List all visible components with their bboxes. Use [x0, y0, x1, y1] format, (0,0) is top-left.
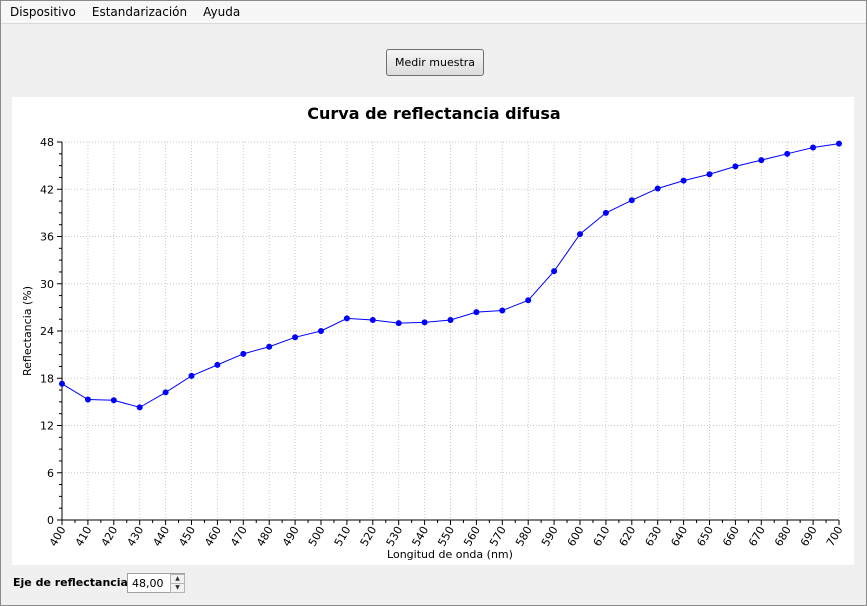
x-tick-label: 650	[694, 524, 716, 549]
x-tick-label: 440	[150, 524, 172, 549]
data-point	[240, 350, 247, 357]
x-tick-label: 590	[539, 524, 561, 549]
data-point	[110, 397, 117, 404]
menu-ayuda[interactable]: Ayuda	[203, 5, 241, 19]
x-tick-label: 600	[565, 524, 587, 549]
menu-bar: Dispositivo Estandarización Ayuda	[1, 1, 866, 24]
x-tick-label: 530	[384, 524, 406, 549]
x-tick-label: 450	[176, 524, 198, 549]
x-tick-label: 630	[643, 524, 665, 549]
data-point	[214, 361, 221, 368]
chart-x-axis-label: Longitud de onda (nm)	[387, 548, 513, 561]
x-tick-label: 420	[99, 524, 121, 549]
data-point	[136, 404, 143, 411]
x-tick-label: 640	[668, 524, 690, 549]
x-tick-label: 620	[617, 524, 639, 549]
data-point	[318, 328, 324, 334]
chart-canvas: Curva de reflectancia difusa Reflectanci…	[21, 104, 846, 561]
data-point	[395, 320, 402, 327]
x-tick-label: 690	[798, 524, 820, 549]
y-tick-label: 30	[40, 278, 54, 291]
y-tick-label: 0	[47, 514, 54, 527]
x-tick-label: 480	[254, 524, 276, 549]
data-point	[266, 343, 273, 350]
x-tick-label: 400	[47, 524, 69, 549]
x-tick-label: 490	[280, 524, 302, 549]
data-point	[84, 396, 91, 403]
x-tick-label: 430	[125, 524, 147, 549]
data-point	[654, 185, 661, 192]
x-tick-label: 580	[513, 524, 535, 549]
data-point	[551, 268, 558, 275]
data-point	[369, 316, 376, 323]
y-tick-label: 36	[40, 231, 54, 244]
data-point	[836, 140, 842, 147]
chart-y-axis-label: Reflectancia (%)	[21, 286, 34, 376]
x-tick-label: 560	[461, 524, 483, 549]
x-tick-label: 660	[720, 524, 742, 549]
measure-sample-button[interactable]: Medir muestra	[386, 49, 484, 76]
data-point	[292, 334, 299, 341]
data-point	[680, 177, 687, 184]
reflectance-axis-spinbox[interactable]: ▲ ▼	[127, 573, 185, 593]
reflectance-axis-label: Eje de reflectancia:	[13, 576, 133, 589]
x-tick-label: 460	[202, 524, 224, 549]
data-point	[758, 157, 765, 164]
x-tick-label: 500	[306, 524, 328, 549]
spin-down-icon[interactable]: ▼	[170, 583, 185, 593]
data-point	[732, 163, 739, 170]
data-point	[447, 316, 454, 323]
data-point	[473, 309, 480, 316]
x-tick-label: 610	[591, 524, 613, 549]
data-point	[602, 209, 609, 216]
y-tick-label: 24	[40, 325, 54, 338]
menu-estandarizacion[interactable]: Estandarización	[91, 5, 188, 19]
x-tick-label: 520	[358, 524, 380, 549]
y-tick-label: 6	[47, 467, 54, 480]
data-point	[525, 297, 532, 304]
x-tick-label: 670	[746, 524, 768, 549]
x-tick-label: 470	[228, 524, 250, 549]
x-tick-label: 410	[73, 524, 95, 549]
x-tick-label: 540	[409, 524, 431, 549]
y-tick-label: 18	[40, 372, 54, 385]
y-tick-label: 48	[40, 136, 54, 149]
data-point	[706, 171, 713, 178]
data-point	[577, 231, 583, 238]
x-tick-label: 680	[772, 524, 794, 549]
data-point	[784, 150, 791, 157]
data-point	[421, 319, 428, 326]
data-point	[810, 144, 817, 151]
menu-dispositivo[interactable]: Dispositivo	[10, 5, 76, 19]
data-point	[162, 389, 169, 396]
x-tick-label: 510	[332, 524, 354, 549]
x-tick-label: 550	[435, 524, 457, 549]
reflectance-chart: Curva de reflectancia difusa Reflectanci…	[12, 97, 854, 565]
y-tick-label: 12	[40, 420, 54, 433]
data-point	[628, 197, 635, 204]
y-tick-label: 42	[40, 183, 54, 196]
data-point	[499, 307, 506, 314]
x-tick-label: 700	[824, 524, 846, 549]
chart-title: Curva de reflectancia difusa	[307, 104, 560, 123]
data-point	[188, 372, 195, 379]
x-tick-label: 570	[487, 524, 509, 549]
reflectance-axis-input[interactable]	[128, 574, 172, 592]
data-point	[59, 380, 65, 387]
data-point	[343, 315, 350, 322]
